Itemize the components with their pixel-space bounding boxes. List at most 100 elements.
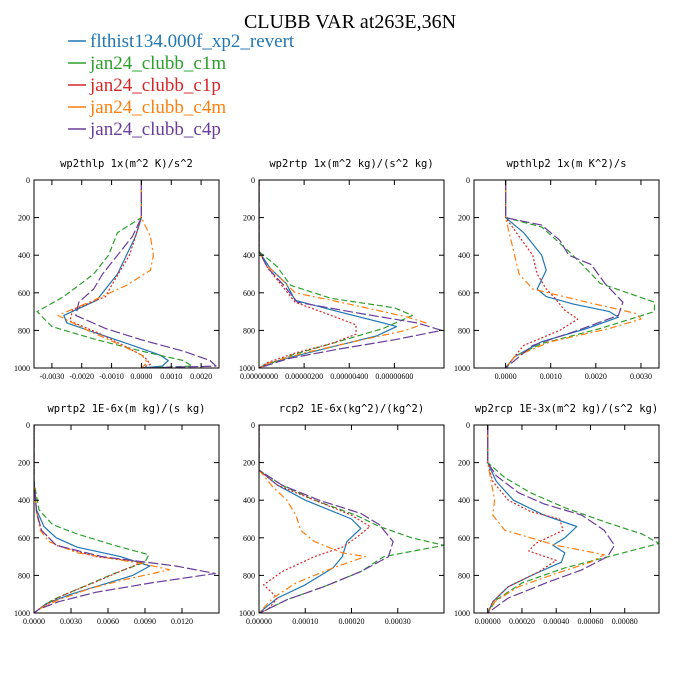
y-tick-label: 200 [458, 459, 470, 468]
y-tick-label: 800 [18, 571, 30, 580]
x-tick-label: 0.0060 [97, 617, 119, 626]
series-group [36, 180, 217, 368]
legend-label: flthist134.000f_xp2_revert [90, 31, 295, 52]
series-line [505, 180, 579, 368]
y-tick-label: 0 [466, 176, 470, 185]
y-tick-label: 800 [458, 571, 470, 580]
panel-title: wp2thlp 1x(m^2 K)/s^2 [60, 158, 193, 170]
y-tick-label: 1000 [454, 364, 470, 373]
x-tick-label: 0.0000 [130, 372, 152, 381]
y-tick-label: 200 [243, 459, 255, 468]
series-group [259, 180, 443, 368]
plot-frame [33, 179, 220, 369]
series-line [34, 425, 150, 613]
y-tick-label: 1000 [239, 609, 255, 618]
series-line [34, 425, 216, 613]
plot-frame [473, 424, 660, 614]
y-tick-label: 800 [243, 571, 255, 580]
y-tick-label: 200 [18, 214, 30, 223]
series-line [487, 425, 659, 613]
series-line [487, 425, 605, 613]
x-tick-label: 0.00080 [612, 617, 638, 626]
series-line [259, 425, 362, 613]
y-tick-label: 600 [18, 534, 30, 543]
plot-frame [33, 424, 220, 614]
y-tick-label: 200 [18, 459, 30, 468]
x-tick-label: 0.00010 [292, 617, 318, 626]
y-tick-label: 400 [458, 496, 470, 505]
legend: flthist134.000f_xp2_revertjan24_clubb_c1… [68, 31, 295, 140]
series-line [63, 180, 169, 368]
figure-title: CLUBB VAR at263E,36N [244, 11, 456, 33]
x-tick-label: 0.0010 [160, 372, 182, 381]
y-tick-label: 200 [243, 214, 255, 223]
legend-label: jan24_clubb_c1m [89, 53, 226, 74]
y-tick-label: 1000 [239, 364, 255, 373]
panel-title: wprtp2 1E-6x(m kg)/(s kg) [47, 403, 205, 415]
panel: wp2rtp 1x(m^2 kg)/(s^2 kg) 0.00000000 0.00… [239, 158, 445, 381]
x-tick-label: 0.00030 [385, 617, 411, 626]
panel-title: wp2rcp 1E-3x(m^2 kg)/(s^2 kg) [475, 403, 658, 415]
panel: wp2thlp 1x(m^2 K)/s^2 -0.0030 -0.0020 -0.00… [14, 158, 220, 381]
x-tick-label: -0.0020 [69, 372, 94, 381]
x-tick-label: 0.0000 [495, 372, 517, 381]
series-line [505, 180, 642, 368]
series-line [259, 180, 443, 368]
panel: wpthlp2 1x(m K^2)/s 0.0000 0.0010 0.0020 0.0… [454, 158, 660, 381]
series-line [34, 425, 151, 613]
y-tick-label: 600 [458, 534, 470, 543]
y-tick-label: 400 [458, 251, 470, 260]
y-tick-label: 0 [466, 421, 470, 430]
series-line [487, 425, 578, 613]
x-tick-label: 0.00020 [339, 617, 365, 626]
series-line [505, 180, 619, 368]
series-line [75, 180, 217, 368]
y-tick-label: 800 [18, 326, 30, 335]
series-line [36, 180, 193, 368]
legend-label: jan24_clubb_c1p [89, 75, 221, 96]
series-line [259, 425, 366, 613]
x-tick-label: -0.0010 [99, 372, 124, 381]
x-tick-label: 0.00060 [577, 617, 603, 626]
x-tick-label: 0.00000600 [375, 372, 413, 381]
panel: rcp2 1E-6x(kg^2)/(kg^2) 0.00000 0.00010 0.0… [239, 403, 445, 626]
x-tick-label: 0.0020 [190, 372, 212, 381]
panels: wp2thlp 1x(m^2 K)/s^2 -0.0030 -0.0020 -0.00… [14, 158, 660, 626]
series-line [259, 180, 427, 368]
y-tick-label: 0 [26, 176, 30, 185]
series-line [259, 425, 371, 613]
y-tick-label: 1000 [454, 609, 470, 618]
y-tick-label: 400 [243, 496, 255, 505]
x-tick-label: 0.0000 [23, 617, 45, 626]
y-tick-label: 1000 [14, 609, 30, 618]
panel: wprtp2 1E-6x(m kg)/(s kg) 0.0000 0.0030 0.0… [14, 403, 220, 626]
series-group [487, 425, 659, 613]
x-tick-label: 0.0020 [585, 372, 607, 381]
x-tick-label: 0.00000200 [285, 372, 323, 381]
y-tick-label: 800 [458, 326, 470, 335]
panel: wp2rcp 1E-3x(m^2 kg)/(s^2 kg) 0.00000 0.00… [454, 403, 660, 626]
y-tick-label: 400 [243, 251, 255, 260]
series-group [505, 180, 656, 368]
x-tick-label: 0.0120 [171, 617, 193, 626]
x-tick-label: 0.00020 [509, 617, 535, 626]
x-tick-label: 0.00000000 [240, 372, 278, 381]
x-tick-label: 0.00000400 [330, 372, 368, 381]
series-line [487, 425, 564, 613]
y-tick-label: 0 [251, 421, 255, 430]
panel-title: wpthlp2 1x(m K^2)/s [506, 158, 626, 170]
legend-label: jan24_clubb_c4m [89, 97, 226, 118]
y-tick-label: 600 [18, 289, 30, 298]
plot-frame [473, 179, 660, 369]
series-line [487, 425, 616, 613]
y-tick-label: 400 [18, 496, 30, 505]
y-tick-label: 400 [18, 251, 30, 260]
panel-title: rcp2 1E-6x(kg^2)/(kg^2) [279, 403, 424, 415]
y-tick-label: 0 [251, 176, 255, 185]
legend-label: jan24_clubb_c4p [89, 119, 221, 140]
x-tick-label: 0.0090 [134, 617, 156, 626]
x-tick-label: -0.0030 [40, 372, 65, 381]
series-line [69, 180, 151, 368]
plot-frame [258, 179, 445, 369]
